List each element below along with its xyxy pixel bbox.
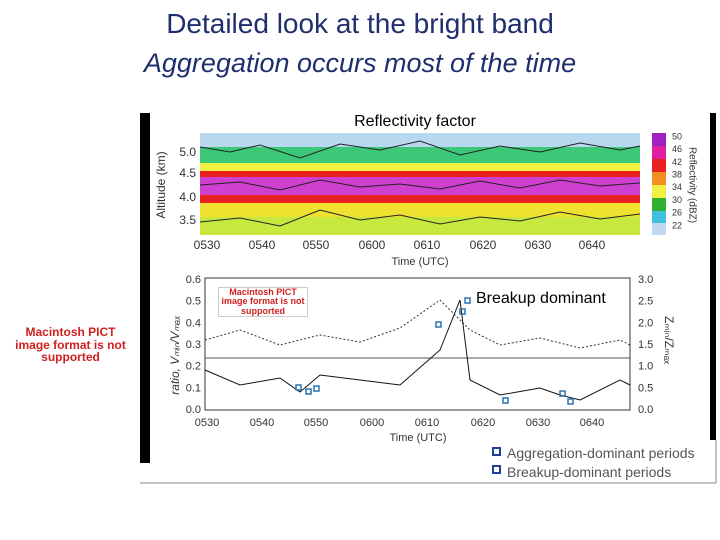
y-tick-label: 4.5 [179, 166, 196, 180]
y2-tick-label: 2.0 [638, 317, 653, 329]
x-tick-label: 0630 [526, 417, 550, 429]
y-tick-label: 0.5 [186, 296, 201, 308]
x-tick-label: 0550 [303, 238, 330, 252]
panel-label: Breakup dominant [474, 289, 608, 309]
axis-label: Time (UTC) [391, 256, 448, 268]
x-tick-label: 0630 [525, 238, 552, 252]
x-tick-label: 0600 [360, 417, 384, 429]
x-tick-label: 0620 [470, 238, 497, 252]
legend-entry: Aggregation-dominant periods [507, 445, 695, 461]
axis-label: Zₘᵢₙ/Zₘₐₓ [662, 316, 676, 364]
markers [295, 297, 574, 405]
axis-label: Altitude (km) [154, 151, 168, 218]
x-tick-label: 0540 [249, 238, 276, 252]
axis-label: ratio, Vₘᵢₙ/Vₘₐₓ [168, 315, 182, 395]
colorbar-tick-label: 46 [672, 144, 682, 154]
heatmap [199, 133, 641, 235]
plot-frame [204, 277, 631, 411]
y2-tick-label: 1.5 [638, 339, 653, 351]
y2-tick-label: 3.0 [638, 274, 653, 286]
image-placeholder: Macintosh PICT image format is not suppo… [218, 287, 308, 318]
y2-tick-label: 2.5 [638, 296, 653, 308]
colorbar-tick-label: 30 [672, 195, 682, 205]
x-tick-label: 0620 [471, 417, 495, 429]
colorbar-tick-label: 50 [672, 131, 682, 141]
y-tick-label: 0.2 [186, 361, 201, 373]
title: Detailed look at the bright band [166, 8, 554, 39]
y-tick-label: 0.0 [186, 404, 201, 416]
colorbar-tick-label: 26 [672, 208, 682, 218]
y-tick-label: 0.1 [186, 382, 201, 394]
frame-left [140, 113, 150, 463]
y-tick-label: 0.4 [186, 317, 201, 329]
legend-markers [492, 447, 501, 474]
x-tick-label: 0540 [250, 417, 274, 429]
legend-entry: Breakup-dominant periods [507, 463, 672, 480]
x-tick-label: 0550 [304, 417, 328, 429]
colorbar [652, 133, 666, 235]
panel-label: Reflectivity factor [330, 113, 500, 131]
colorbar-tick-label: 38 [672, 169, 682, 179]
x-tick-label: 0600 [359, 238, 386, 252]
ratio-line [204, 299, 631, 349]
colorbar-tick-label: 42 [672, 157, 682, 167]
x-tick-label: 0640 [579, 238, 606, 252]
y2-tick-label: 1.0 [638, 361, 653, 373]
colorbar-tick-label: 22 [672, 220, 682, 230]
y-tick-label: 4.0 [179, 190, 196, 204]
x-tick-label: 0610 [415, 417, 439, 429]
y2-tick-label: 0.0 [638, 404, 653, 416]
x-tick-label: 0530 [195, 417, 219, 429]
x-tick-label: 0610 [414, 238, 441, 252]
y-tick-label: 0.3 [186, 339, 201, 351]
x-tick-label: 0640 [580, 417, 604, 429]
x-tick-label: 0530 [194, 238, 221, 252]
legend: Aggregation-dominant periods Breakup-dom… [507, 444, 712, 482]
colorbar-tick-label: 34 [672, 182, 682, 192]
y-tick-label: 5.0 [179, 145, 196, 159]
frame-right [710, 113, 716, 440]
y-tick-label: 3.5 [179, 213, 196, 227]
z-line [204, 299, 631, 401]
axis-label: Time (UTC) [389, 432, 446, 444]
y2-tick-label: 0.5 [638, 382, 653, 394]
subtitle: Aggregation occurs most of the time [143, 48, 577, 78]
axis-label: Reflectivity (dBZ) [686, 147, 697, 223]
image-placeholder: Macintosh PICT image format is not suppo… [15, 325, 126, 365]
y-tick-label: 0.6 [186, 274, 201, 286]
